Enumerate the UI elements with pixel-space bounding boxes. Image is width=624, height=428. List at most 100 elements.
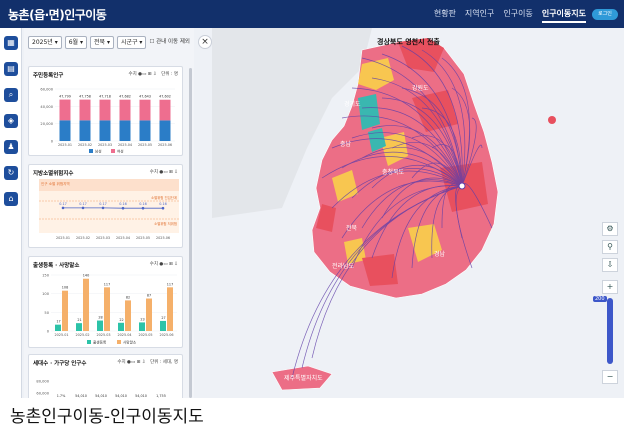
x-tick-label: 2025.05 bbox=[138, 333, 152, 337]
panel-scrollbar[interactable] bbox=[189, 68, 192, 398]
search-map-icon[interactable]: ⌕ bbox=[4, 88, 18, 102]
data-label: 0.17 bbox=[79, 202, 87, 206]
migration-arc bbox=[451, 87, 471, 187]
data-point bbox=[81, 206, 85, 210]
data-label: 1,755 bbox=[156, 394, 166, 398]
nav-item-regional-population[interactable]: 지역인구 bbox=[464, 9, 495, 18]
district-select[interactable]: 시군구 ▾ bbox=[116, 36, 147, 49]
data-label: 47,718 bbox=[99, 95, 111, 99]
home-icon[interactable]: ⌂ bbox=[4, 192, 18, 206]
exclude-internal-checkbox[interactable]: ☐ 관내 이동 제외 bbox=[149, 39, 190, 45]
map-region bbox=[344, 238, 366, 264]
map-label-gyeongnam: 경남 bbox=[434, 250, 446, 258]
layers-icon[interactable]: ◈ bbox=[4, 114, 18, 128]
nav-item-dashboard[interactable]: 현황판 bbox=[433, 9, 456, 18]
refresh-icon[interactable]: ↻ bbox=[4, 166, 18, 180]
pin-icon[interactable]: ⚲ bbox=[602, 240, 618, 254]
nav-item-migration-map[interactable]: 인구이동지도 bbox=[541, 8, 586, 23]
map-label-jeonbuk: 전북 bbox=[346, 224, 358, 232]
migration-map[interactable]: 경상북도 영천시 전출 경기도 강원도 충청북도 충남 경남 전라남도 전북 제… bbox=[212, 28, 624, 398]
risk-band-label: 인구 소멸 위험지역 bbox=[41, 181, 70, 186]
map-region bbox=[398, 38, 444, 72]
app-title: 농촌(읍·면)인구이동 bbox=[8, 8, 107, 22]
card-title: 세대수 · 가구당 인구수 bbox=[33, 361, 87, 367]
bar-birth bbox=[160, 320, 166, 331]
card-tools[interactable]: 수치 ●▭ ⊞ ⇩ bbox=[149, 262, 178, 267]
stats-panel: 2025년 ▾ 6월 ▾ 전북 ▾ 시군구 ▾ ☐ 관내 이동 제외 주민등록인… bbox=[24, 28, 194, 398]
legend-swatch bbox=[87, 340, 91, 344]
settings-icon[interactable]: ⚙ bbox=[602, 222, 618, 236]
zoom-out-button[interactable]: − bbox=[602, 370, 618, 384]
caption: 농촌인구이동-인구이동지도 bbox=[10, 407, 204, 427]
top-bar: 농촌(읍·면)인구이동 현황판 지역인구 인구이동 인구이동지도 로그인 bbox=[0, 0, 624, 28]
chart-birth-death: 150 100 50 0 17 108 2025.01 21 140 2025.02 28 117 20… bbox=[42, 274, 177, 345]
bar-birth bbox=[76, 323, 82, 331]
y-tick-label: 60,000 bbox=[40, 88, 53, 92]
migration-arc bbox=[401, 45, 463, 187]
legend-label: 사망말소 bbox=[123, 340, 137, 345]
bar-female bbox=[159, 99, 171, 121]
bar-death bbox=[62, 290, 68, 331]
data-label: 1.7% bbox=[57, 394, 66, 398]
bar-female bbox=[79, 99, 91, 121]
data-label: 17 bbox=[56, 320, 60, 324]
chart-population: 60,000 40,000 20,000 0 47,799 2025.01 47,758 20… bbox=[40, 88, 175, 154]
close-panel-button[interactable]: × bbox=[198, 35, 212, 49]
map-label-chungbuk: 충청북도 bbox=[382, 168, 405, 176]
legend-label: 여성 bbox=[117, 149, 124, 154]
zoom-in-button[interactable]: + bbox=[602, 280, 618, 294]
data-label: 47,758 bbox=[79, 95, 91, 99]
data-point bbox=[101, 206, 105, 210]
migration-arc bbox=[371, 164, 463, 189]
card-title: 주민등록인구 bbox=[33, 73, 64, 79]
map-label-jeonnam: 전라남도 bbox=[332, 262, 355, 270]
migration-arc bbox=[441, 57, 470, 187]
people-icon[interactable]: ♟ bbox=[4, 140, 18, 154]
y-tick-label: 60,000 bbox=[36, 392, 49, 396]
card-tools[interactable]: 수치 ●▭ ⊞ ⇩ 단위 : 세대, 명 bbox=[117, 360, 178, 365]
nav-item-migration[interactable]: 인구이동 bbox=[503, 9, 533, 18]
migration-arc bbox=[361, 146, 463, 187]
bar-death bbox=[104, 287, 110, 331]
download-icon[interactable]: ⇩ bbox=[602, 258, 618, 272]
dashboard-icon[interactable]: ▦ bbox=[4, 36, 18, 50]
y-tick-label: 100 bbox=[42, 292, 50, 296]
y-tick-label: 0 bbox=[47, 330, 50, 334]
zoom-slider[interactable] bbox=[607, 298, 613, 364]
map-region bbox=[368, 128, 386, 152]
migration-arc bbox=[461, 117, 477, 187]
migration-arc bbox=[441, 183, 463, 229]
migration-arc bbox=[411, 135, 463, 187]
y-tick-label: 40,000 bbox=[40, 105, 53, 109]
map-region bbox=[362, 254, 398, 286]
app-frame: 농촌(읍·면)인구이동 현황판 지역인구 인구이동 인구이동지도 로그인 ▦ ▤… bbox=[0, 0, 624, 398]
migration-arc bbox=[361, 107, 463, 187]
login-button[interactable]: 로그인 bbox=[592, 9, 618, 20]
data-label: 87 bbox=[147, 294, 151, 298]
map-ulleung bbox=[548, 116, 556, 124]
x-tick-label: 2025.05 bbox=[136, 236, 150, 240]
data-label: 54,010 bbox=[95, 394, 107, 398]
data-label: 54,010 bbox=[115, 394, 127, 398]
bar-female bbox=[59, 99, 71, 121]
year-select[interactable]: 2025년 ▾ bbox=[28, 36, 62, 49]
y-tick-label: 80,000 bbox=[36, 380, 49, 384]
region-select[interactable]: 전북 ▾ bbox=[89, 36, 114, 49]
legend-label: 남성 bbox=[95, 149, 102, 154]
migration-arc bbox=[391, 141, 463, 187]
data-label: 47,643 bbox=[139, 95, 151, 99]
data-label: 108 bbox=[62, 286, 68, 290]
card-title: 지방소멸위험지수 bbox=[33, 171, 74, 177]
risk-band-label: 소멸위험 저위험 bbox=[154, 221, 177, 226]
card-tools[interactable]: 수치 ●▭ ⊞ ⇩ 단위 : 명 bbox=[128, 72, 178, 77]
data-label: 117 bbox=[104, 282, 110, 286]
bar-male bbox=[59, 120, 71, 141]
data-label: 0.17 bbox=[99, 202, 107, 206]
card-tools[interactable]: 수치 ●▭ ⊞ ⇩ bbox=[149, 170, 178, 175]
x-tick-label: 2025.02 bbox=[75, 333, 89, 337]
month-select[interactable]: 6월 ▾ bbox=[64, 36, 87, 49]
bar-death bbox=[146, 298, 152, 331]
card-birth-death: 출생등록 · 사망말소 수치 ●▭ ⊞ ⇩ 150 100 50 0 17 108 2025… bbox=[28, 256, 183, 348]
calendar-icon[interactable]: ▤ bbox=[4, 62, 18, 76]
data-label: 28 bbox=[98, 316, 102, 320]
